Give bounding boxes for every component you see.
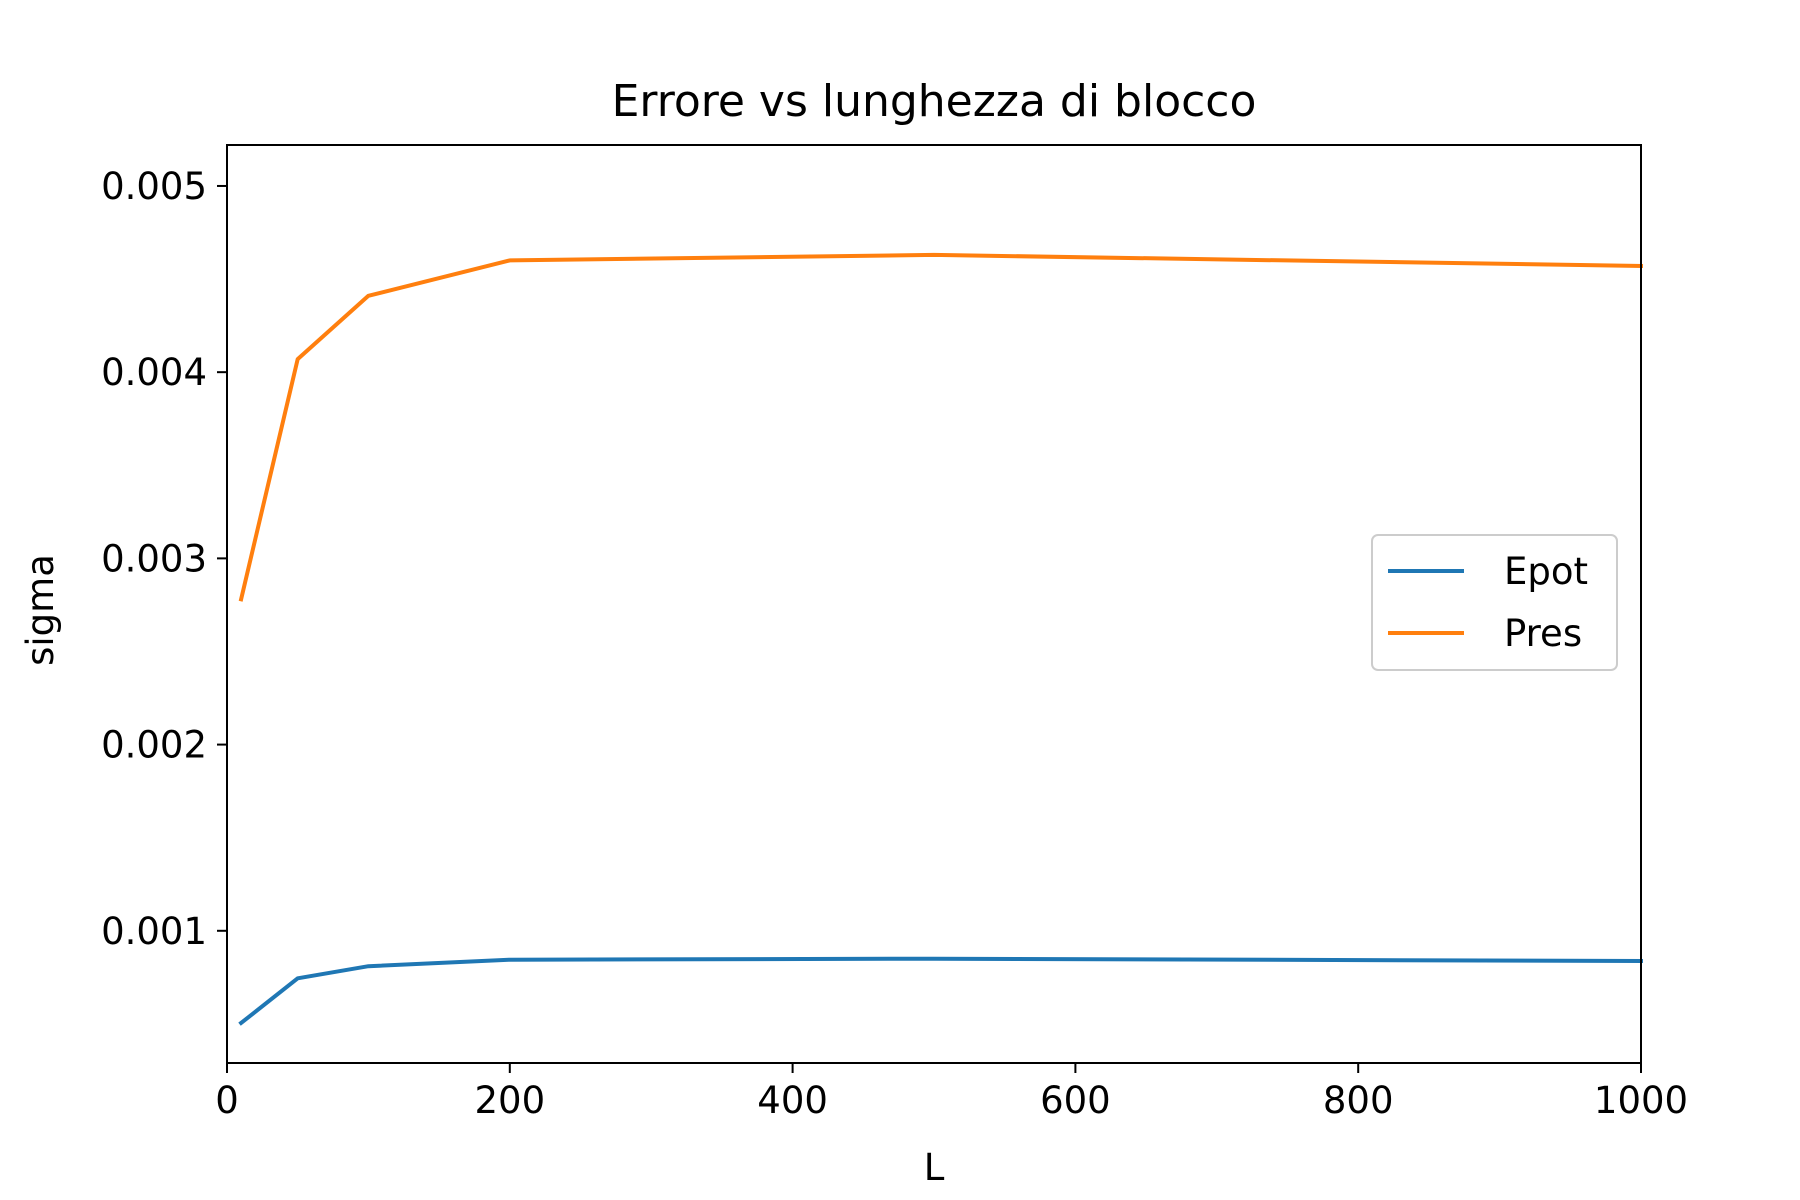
y-tick-label: 0.001 bbox=[101, 910, 207, 953]
plot-frame bbox=[226, 144, 1642, 1064]
ticks-layer: 0 200 400 600 800 1000 0.001 0.002 0.003 0.004 0.0… bbox=[101, 165, 1688, 1122]
series-layer bbox=[238, 252, 1644, 1026]
legend-box bbox=[1371, 534, 1618, 671]
legend-label-epot: Epot bbox=[1504, 550, 1588, 593]
legend-label-pres: Pres bbox=[1504, 612, 1582, 655]
legend: Epot Pres bbox=[1371, 534, 1618, 671]
x-tick-label: 200 bbox=[474, 1079, 545, 1122]
x-tick-label: 600 bbox=[1040, 1079, 1111, 1122]
x-axis-label: L bbox=[924, 1146, 945, 1189]
x-tick-label: 800 bbox=[1323, 1079, 1394, 1122]
y-tick-label: 0.002 bbox=[101, 724, 207, 767]
x-tick-label: 1000 bbox=[1594, 1079, 1688, 1122]
x-tick-label: 400 bbox=[757, 1079, 828, 1122]
x-tick-label: 0 bbox=[215, 1079, 239, 1122]
y-tick-label: 0.004 bbox=[101, 351, 207, 394]
y-axis-label: sigma bbox=[19, 554, 62, 666]
y-tick-label: 0.005 bbox=[101, 165, 207, 208]
series-line-pres bbox=[238, 252, 1644, 602]
y-tick-label: 0.003 bbox=[101, 537, 207, 580]
chart-title: Errore vs lunghezza di blocco bbox=[612, 76, 1257, 127]
series-line-epot bbox=[238, 956, 1644, 1026]
